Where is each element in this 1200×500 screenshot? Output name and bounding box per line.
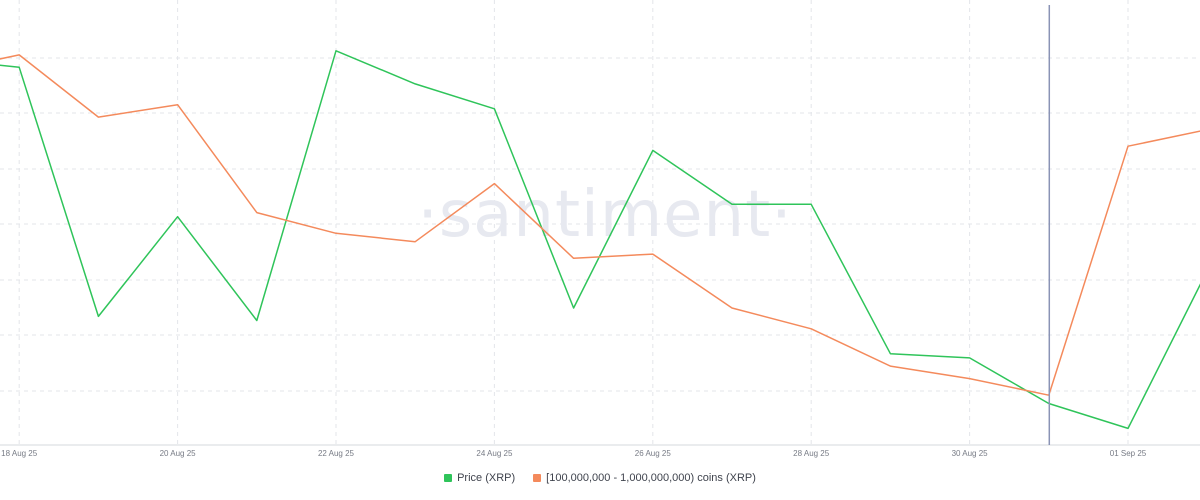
x-tick-label: 26 Aug 25 [635, 449, 672, 458]
series-line-holders[interactable] [0, 54, 1200, 396]
x-tick-label: 01 Sep 25 [1110, 449, 1147, 458]
legend-label-holders: [100,000,000 - 1,000,000,000) coins (XRP… [546, 472, 756, 484]
series-line-price[interactable] [0, 50, 1200, 430]
legend-item-price[interactable]: Price (XRP) [444, 472, 515, 484]
legend: Price (XRP) [100,000,000 - 1,000,000,000… [0, 472, 1200, 484]
legend-swatch-holders [533, 474, 542, 482]
legend-swatch-price [444, 474, 453, 482]
x-tick-label: 28 Aug 25 [793, 449, 830, 458]
series-lines [0, 50, 1200, 430]
x-tick-label: 24 Aug 25 [476, 449, 513, 458]
x-tick-label: 20 Aug 25 [160, 449, 197, 458]
legend-item-holders[interactable]: [100,000,000 - 1,000,000,000) coins (XRP… [533, 472, 756, 484]
watermark: ·santiment· [417, 178, 792, 252]
x-axis-ticks: 18 Aug 25 20 Aug 25 22 Aug 25 24 Aug 25 26 A… [1, 449, 1147, 458]
grid [0, 0, 1200, 445]
x-tick-label: 18 Aug 25 [1, 449, 38, 458]
x-tick-label: 30 Aug 25 [952, 449, 989, 458]
legend-label-price: Price (XRP) [457, 472, 516, 484]
x-tick-label: 22 Aug 25 [318, 449, 355, 458]
